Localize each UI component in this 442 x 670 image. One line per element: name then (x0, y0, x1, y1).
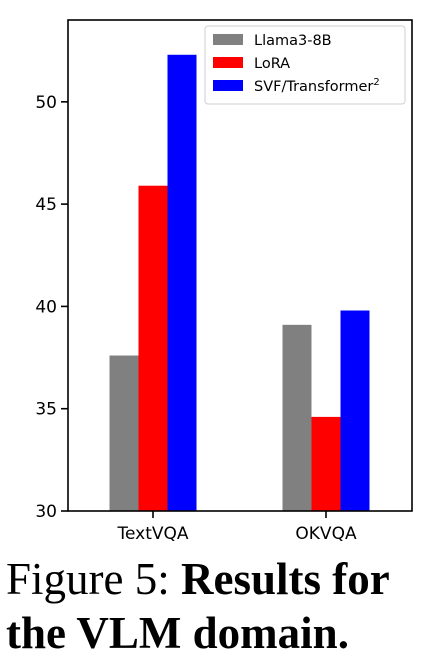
legend: Llama3-8B LoRA SVF/Transformer2 (204, 25, 406, 105)
x-tick-label: OKVQA (295, 524, 357, 544)
y-tick-label: 50 (35, 93, 57, 113)
legend-label: SVF/Transformer2 (254, 77, 380, 95)
y-tick-label: 45 (35, 195, 57, 215)
legend-box (204, 25, 406, 105)
caption-label: Figure 5: (6, 554, 170, 604)
caption-text: Results for the VLM domain. (6, 554, 389, 658)
bar-chart: 30 35 40 45 50 TextVQA OKVQA Llama3-8B LoRA SVF… (35, 19, 413, 544)
axes-layer (67, 19, 413, 512)
legend-swatch (213, 34, 243, 45)
bar-svf-transformer-okvqa (340, 310, 370, 511)
legend-label: LoRA (254, 56, 290, 72)
bars-layer (109, 54, 370, 511)
legend-swatch (213, 80, 243, 91)
bar-lora-okvqa (311, 416, 341, 511)
y-tick-label: 35 (35, 400, 57, 420)
bar-llama3-8b-okvqa (282, 324, 312, 511)
x-axis: TextVQA OKVQA (116, 511, 357, 544)
legend-swatch (213, 57, 243, 68)
x-tick-label: TextVQA (116, 524, 188, 544)
bar-lora-textvqa (138, 185, 168, 511)
legend-label: Llama3-8B (254, 33, 332, 49)
bar-svf-transformer-textvqa (167, 54, 197, 511)
y-axis: 30 35 40 45 50 (35, 93, 68, 522)
y-tick-label: 30 (35, 502, 57, 522)
chart-area: 30 35 40 45 50 TextVQA OKVQA Llama3-8B LoRA SVF… (35, 19, 413, 544)
bar-llama3-8b-textvqa (109, 355, 139, 511)
plot-frame (67, 19, 413, 512)
legend-superscript: 2 (373, 77, 379, 88)
figure-caption: Figure 5: Results for the VLM domain. (6, 552, 438, 660)
y-tick-label: 40 (35, 297, 57, 317)
